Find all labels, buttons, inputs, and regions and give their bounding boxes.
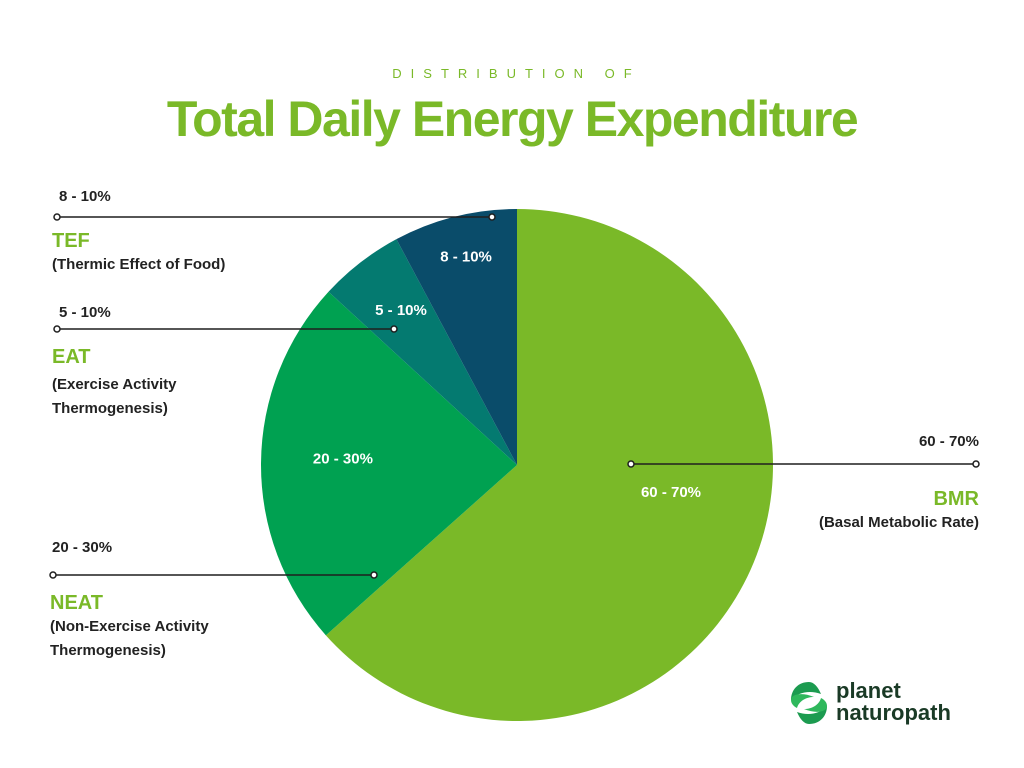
callout-bmr: 60 - 70%: [919, 433, 979, 450]
callout-eat-abbr: EAT: [52, 346, 91, 368]
leader-tef: [53, 213, 496, 221]
slice-label-neat: 20 - 30%: [313, 451, 373, 468]
callout-bmr-desc: (Basal Metabolic Rate): [818, 514, 979, 531]
callout-tef: 8 - 10%: [59, 188, 111, 205]
leader-neat: [49, 571, 378, 579]
logo-line-2: naturopath: [836, 700, 951, 725]
slice-label-tef: 8 - 10%: [440, 248, 492, 265]
callout-bmr-abbr: BMR: [933, 488, 979, 510]
pie-slice-eat: [328, 239, 517, 465]
callout-neat-desc-1: (Non-Exercise Activity: [50, 618, 209, 635]
leaf-swirl-icon: [791, 682, 827, 724]
callout-tef-desc: (Thermic Effect of Food): [52, 256, 226, 273]
pie-slice-neat: [260, 291, 517, 636]
pie-slice-bmr: [325, 209, 773, 721]
callout-bmr-text: BMR (Basal Metabolic Rate): [819, 488, 979, 535]
callout-tef-abbr: TEF: [52, 230, 90, 252]
callout-tef-range: 8 - 10%: [59, 188, 111, 205]
callout-neat-text: NEAT (Non-Exercise Activity Thermogenesi…: [50, 592, 209, 663]
logo: planet naturopath: [788, 680, 988, 730]
callout-tef-text: TEF (Thermic Effect of Food): [52, 230, 225, 277]
callout-neat-desc-2: Thermogenesis): [50, 642, 166, 659]
slice-label-bmr: 60 - 70%: [641, 484, 701, 501]
pie-slice-tef: [396, 209, 517, 465]
logo-line-1: planet: [836, 678, 901, 703]
callout-neat-abbr: NEAT: [50, 592, 103, 614]
callout-bmr-range: 60 - 70%: [918, 433, 979, 450]
callout-neat-range: 20 - 30%: [52, 539, 113, 556]
callout-eat: 5 - 10%: [59, 304, 111, 321]
callout-eat-desc-2: Thermogenesis): [52, 400, 168, 417]
slice-label-eat: 5 - 10%: [375, 302, 427, 319]
leader-bmr: [627, 460, 980, 468]
chart-title: Total Daily Energy Expenditure: [166, 91, 859, 147]
leader-eat: [53, 325, 398, 333]
callout-eat-range: 5 - 10%: [59, 304, 111, 321]
callout-eat-text: EAT (Exercise Activity Thermogenesis): [52, 346, 177, 421]
callout-neat: 20 - 30%: [52, 539, 112, 556]
chart-subtitle: DISTRIBUTION OF: [392, 66, 641, 81]
callout-eat-desc-1: (Exercise Activity: [52, 376, 177, 393]
